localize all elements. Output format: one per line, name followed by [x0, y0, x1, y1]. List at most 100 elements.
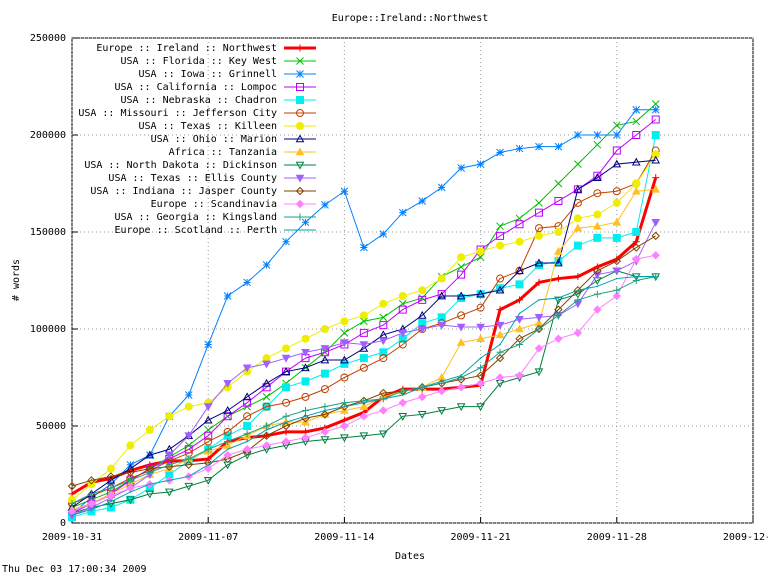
point	[320, 436, 330, 445]
point	[184, 449, 193, 458]
point	[476, 160, 485, 168]
point	[573, 185, 582, 194]
point	[145, 450, 155, 459]
point	[285, 421, 287, 423]
point	[203, 415, 213, 424]
point	[165, 412, 174, 421]
point	[262, 393, 271, 401]
point	[495, 373, 505, 382]
legend-marker	[296, 213, 304, 221]
point	[262, 378, 271, 387]
legend-marker	[296, 57, 304, 65]
point	[437, 313, 446, 322]
point	[593, 210, 602, 219]
point	[651, 105, 660, 114]
point	[496, 348, 504, 356]
point	[592, 271, 602, 280]
point	[262, 441, 271, 450]
point	[457, 311, 466, 320]
point	[440, 380, 443, 383]
point	[538, 299, 540, 301]
point	[379, 354, 388, 363]
point	[281, 421, 291, 431]
point	[534, 368, 544, 377]
point	[126, 464, 135, 472]
point	[596, 285, 599, 288]
point	[456, 291, 466, 300]
point	[203, 403, 213, 412]
point	[184, 482, 194, 491]
legend-label: USA :: Indiana :: Jasper County	[90, 186, 277, 197]
point	[243, 412, 252, 421]
x-tick-label: 2009-11-21	[450, 532, 510, 543]
point	[359, 402, 369, 410]
point	[573, 328, 583, 338]
point	[515, 266, 524, 275]
point	[593, 140, 602, 149]
legend-marker	[296, 109, 305, 117]
point	[476, 334, 485, 342]
point	[129, 491, 132, 493]
point	[554, 296, 563, 305]
legend-marker	[295, 134, 305, 143]
legend-label: USA :: Texas :: Ellis County	[108, 173, 277, 184]
point	[632, 117, 641, 126]
point	[612, 131, 621, 139]
y-tick-label: 50000	[36, 421, 66, 432]
point	[398, 413, 408, 421]
point	[204, 340, 213, 349]
series	[71, 275, 657, 517]
point	[515, 371, 524, 380]
point	[534, 224, 543, 233]
point	[87, 490, 95, 498]
point	[516, 341, 524, 349]
point	[574, 160, 582, 168]
point	[320, 385, 329, 394]
point	[632, 228, 641, 236]
point	[282, 237, 290, 246]
point	[242, 445, 252, 454]
point	[301, 433, 310, 442]
point	[203, 477, 213, 485]
point	[360, 243, 368, 252]
point	[401, 394, 404, 396]
point	[379, 230, 388, 238]
point	[184, 391, 193, 399]
point	[67, 481, 77, 491]
point	[554, 196, 563, 205]
point	[593, 171, 602, 180]
point	[534, 231, 543, 240]
point	[612, 159, 622, 168]
point	[203, 464, 213, 473]
point	[651, 184, 661, 193]
point	[417, 310, 427, 319]
point	[301, 392, 310, 401]
point	[340, 339, 349, 348]
point	[398, 292, 407, 301]
point	[456, 338, 466, 346]
point	[437, 407, 447, 416]
point	[106, 475, 116, 484]
y-axis-label: # words	[11, 259, 22, 301]
point	[363, 401, 365, 404]
point	[496, 274, 505, 283]
point	[71, 514, 73, 517]
point	[651, 155, 661, 164]
point	[554, 179, 563, 188]
point	[593, 266, 602, 276]
legend-label: USA :: Missouri :: Jefferson City	[78, 108, 277, 119]
point	[263, 422, 271, 430]
point	[495, 321, 505, 330]
point	[496, 148, 504, 157]
point	[612, 198, 621, 207]
point	[651, 219, 661, 227]
point	[262, 354, 271, 363]
point	[301, 348, 310, 357]
point	[321, 200, 329, 209]
point	[207, 464, 209, 466]
point	[573, 290, 583, 299]
point	[340, 359, 349, 368]
point	[243, 278, 251, 287]
point	[535, 199, 543, 207]
point	[324, 409, 326, 412]
